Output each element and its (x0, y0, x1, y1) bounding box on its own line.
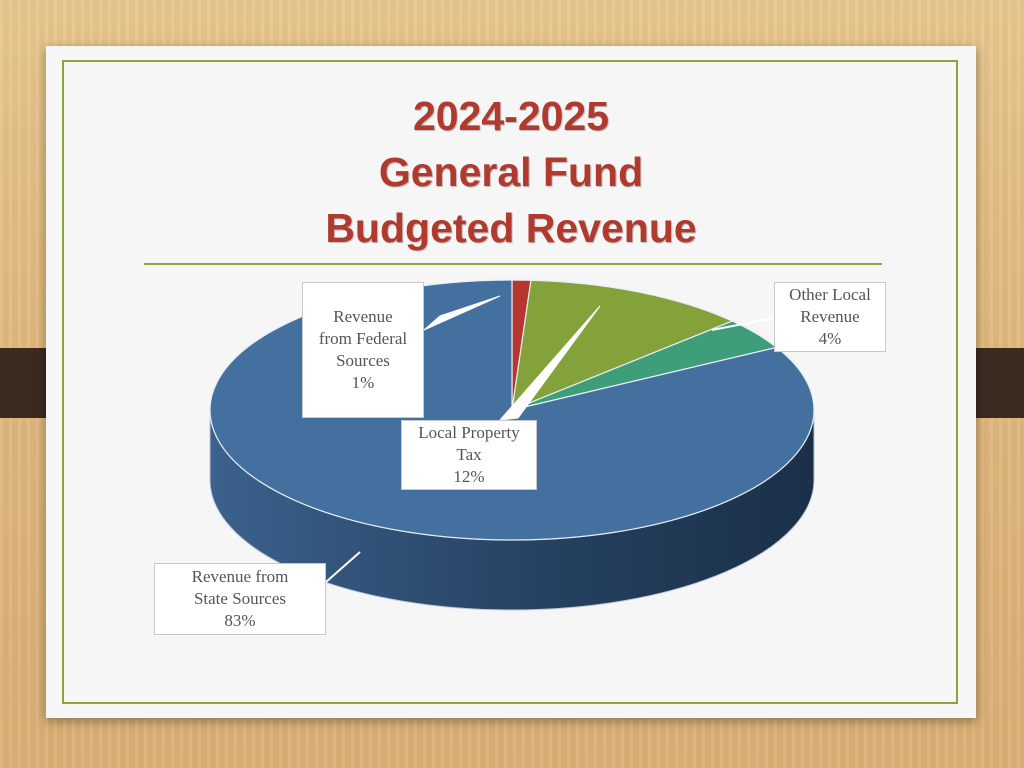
leader-federal (423, 295, 501, 331)
leader-other-local (711, 317, 775, 331)
title-line-revenue: Budgeted Revenue (325, 205, 697, 251)
pie-leader-lines (325, 295, 775, 583)
leader-property (498, 305, 601, 421)
other-local-name-line-1: Other Local (789, 285, 871, 304)
state-name-line-2: State Sources (193, 589, 287, 608)
property-name-line-2: Tax (456, 445, 482, 464)
property-name-line-1: Local Property (418, 423, 520, 442)
data-label-state: Revenue from State Sources 83% (154, 563, 326, 635)
title-line-fund: General Fund (378, 149, 644, 195)
federal-value: 1% (351, 373, 375, 392)
state-name-line-1: Revenue from (191, 567, 289, 586)
other-local-name-line-2: Revenue (800, 307, 860, 326)
state-value: 83% (224, 611, 256, 630)
federal-name-line-2: from Federal (318, 329, 408, 348)
federal-name-line-1: Revenue (333, 307, 393, 326)
federal-name-line-3: Sources (336, 351, 390, 370)
other-local-value: 4% (818, 329, 842, 348)
data-label-other-local: Other Local Revenue 4% (774, 282, 886, 352)
title-line-year: 2024-2025 (412, 93, 610, 139)
data-label-property-tax: Local Property Tax 12% (401, 420, 537, 490)
property-value: 12% (453, 467, 485, 486)
slide-title: 2024-2025 General Fund Budgeted Revenue (46, 88, 976, 256)
leader-state (325, 551, 361, 583)
title-divider (144, 263, 882, 265)
data-label-federal: Revenue from Federal Sources 1% (302, 282, 424, 418)
slice-property-tax (511, 279, 734, 411)
slide-frame (62, 60, 958, 704)
